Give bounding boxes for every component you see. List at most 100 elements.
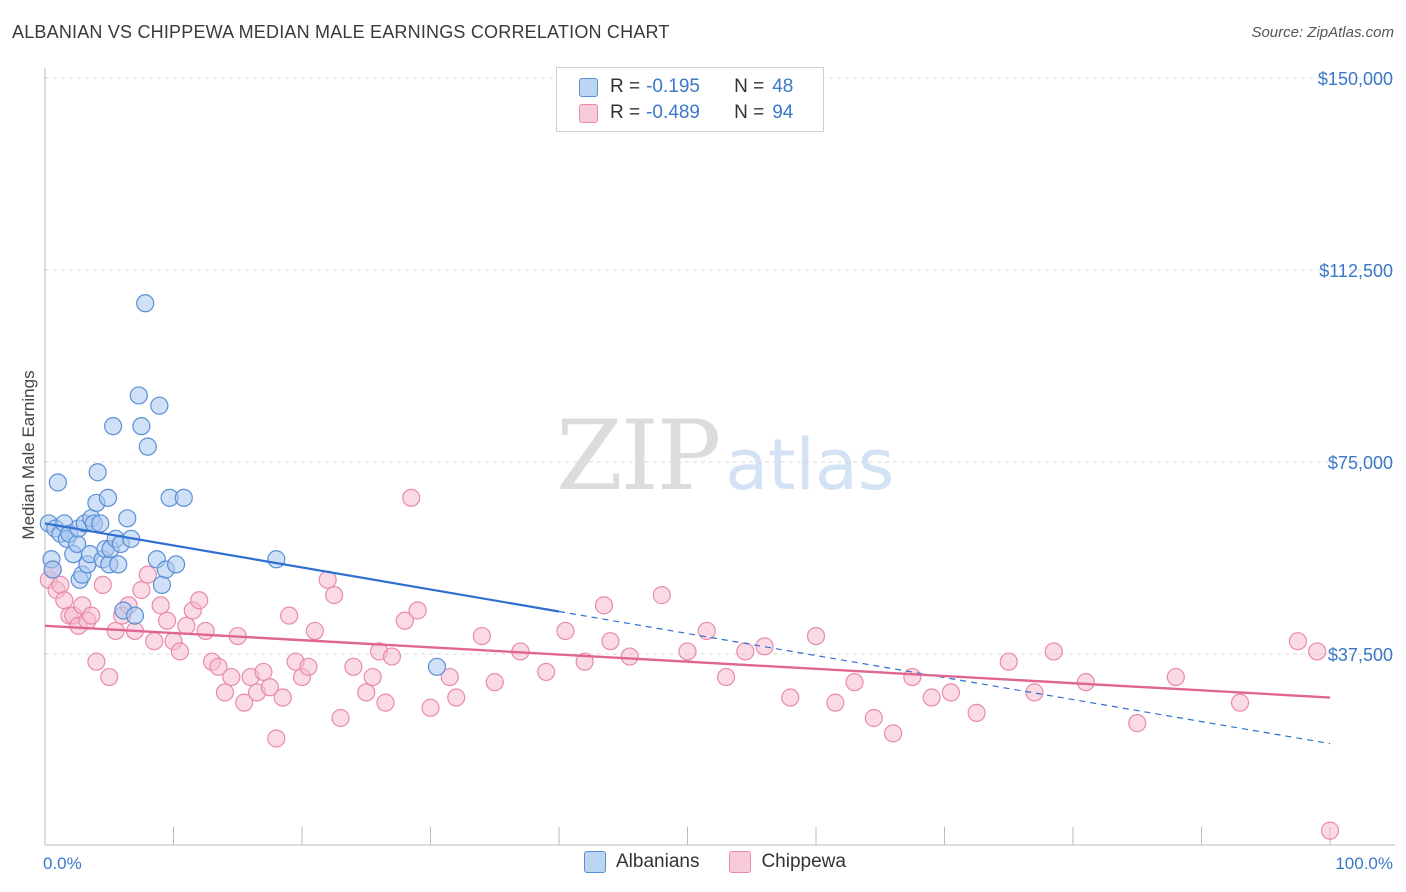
albanians-point: [118, 509, 137, 528]
chippewa-point: [254, 662, 273, 682]
trend-lines: [44, 522, 1331, 745]
chippewa-point: [556, 621, 575, 641]
albanians-point: [98, 488, 118, 507]
albanians-point: [132, 417, 151, 436]
chippewa-point: [55, 591, 74, 610]
chippewa-point: [100, 667, 119, 687]
chippewa-point: [1230, 693, 1250, 712]
chippewa-point: [363, 667, 382, 687]
albanians-point: [136, 294, 155, 313]
albanians-point: [109, 555, 128, 574]
r-label: R =: [610, 76, 641, 97]
chippewa-legend-label: Chippewa: [761, 851, 846, 872]
chippewa-point: [678, 642, 697, 661]
chippewa-point: [864, 708, 883, 728]
chippewa-trend-line: [44, 624, 1331, 699]
x-tick-label: 0.0%: [43, 854, 82, 873]
y-tick-label: $37,500: [1328, 645, 1393, 665]
chippewa-point: [806, 626, 826, 646]
chippewa-point: [215, 683, 234, 702]
chippewa-point: [222, 667, 241, 687]
chippewa-point: [1044, 642, 1063, 661]
chippewa-point: [1320, 821, 1340, 840]
chippewa-point: [157, 611, 177, 630]
chippewa-point: [267, 729, 286, 748]
chippewa-point: [151, 596, 170, 615]
chippewa-point: [402, 488, 421, 507]
chippewa-point: [177, 616, 196, 635]
y-axis-title: Median Male Earnings: [19, 370, 38, 539]
chippewa-point: [235, 693, 254, 712]
chippewa-point: [472, 626, 491, 646]
chippewa-point: [273, 688, 292, 707]
chippewa-point: [82, 606, 101, 625]
chippewa-point: [138, 565, 157, 584]
n-label: N =: [734, 76, 765, 97]
albanians-legend-label: Albanians: [616, 851, 700, 872]
chippewa-point: [260, 678, 279, 697]
n-label: N =: [734, 102, 765, 123]
albanians-point: [125, 606, 145, 625]
chippewa-point: [922, 688, 941, 707]
y-tick-label: $150,000: [1318, 69, 1393, 89]
albanians-trend-line: [44, 522, 560, 613]
legend-item-chippewa[interactable]: Chippewa: [729, 851, 846, 873]
chippewa-point: [190, 591, 209, 610]
chippewa-point: [941, 683, 961, 702]
chippewa-point: [716, 667, 736, 687]
chippewa-point: [1128, 714, 1147, 733]
chippewa-point: [421, 698, 440, 717]
chippewa-point: [357, 683, 376, 702]
chippewa-point: [376, 693, 395, 712]
albanians-point: [427, 657, 447, 676]
chippewa-point: [781, 688, 800, 707]
chippewa-point: [132, 580, 151, 600]
axis-labels: $37,500 $75,000 $112,500 $150,000 0.0% 100.0%…: [19, 69, 1393, 873]
correlation-legend: R = -0.195 N = 48 R = -0.489 N = 94: [556, 67, 824, 132]
chippewa-point: [1308, 642, 1327, 661]
albanians-point: [150, 396, 169, 415]
chippewa-point: [845, 673, 864, 692]
albanians-point: [43, 560, 62, 579]
albanians-point: [104, 417, 123, 436]
y-tick-label: $75,000: [1328, 453, 1393, 473]
chippewa-point: [395, 611, 414, 630]
chippewa-point: [652, 586, 671, 605]
chippewa-point: [620, 647, 639, 666]
chippewa-point: [736, 642, 755, 661]
chippewa-point: [447, 688, 466, 707]
albanians-trend-extension: [558, 610, 1331, 745]
albanians-point: [152, 575, 172, 594]
legend-row-chippewa: R = -0.489 N = 94: [579, 100, 793, 126]
chippewa-point: [575, 652, 594, 671]
chippewa-point: [280, 606, 299, 625]
chippewa-point: [196, 621, 215, 641]
chippewa-point: [1288, 632, 1307, 651]
chippewa-point: [697, 621, 716, 641]
r-label: R =: [610, 102, 641, 123]
n-value-albanians: 48: [772, 76, 794, 97]
axes: [44, 68, 1395, 846]
chart-title: ALBANIAN VS CHIPPEWA MEDIAN MALE EARNING…: [12, 22, 670, 42]
chippewa-swatch: [579, 103, 598, 123]
chippewa-point: [755, 637, 774, 656]
legend-row-albanians: R = -0.195 N = 48: [579, 74, 793, 100]
albanians-point: [91, 514, 110, 533]
albanians-point: [48, 473, 67, 492]
legend-item-albanians[interactable]: Albanians: [584, 851, 699, 873]
chippewa-point: [382, 647, 402, 666]
chippewa-point: [145, 632, 164, 651]
chippewa-point: [305, 621, 324, 641]
chippewa-point: [440, 667, 459, 687]
chippewa-point: [594, 596, 614, 615]
albanians-point: [88, 463, 107, 482]
albanians-point: [174, 488, 193, 507]
x-tick-label: 100.0%: [1335, 854, 1393, 873]
chippewa-point: [93, 575, 112, 594]
series-legend: Albanians Chippewa: [584, 851, 876, 873]
chippewa-point: [344, 657, 363, 676]
albanians-point: [166, 555, 186, 574]
albanians-point: [267, 550, 286, 569]
chippewa-point: [883, 724, 903, 743]
